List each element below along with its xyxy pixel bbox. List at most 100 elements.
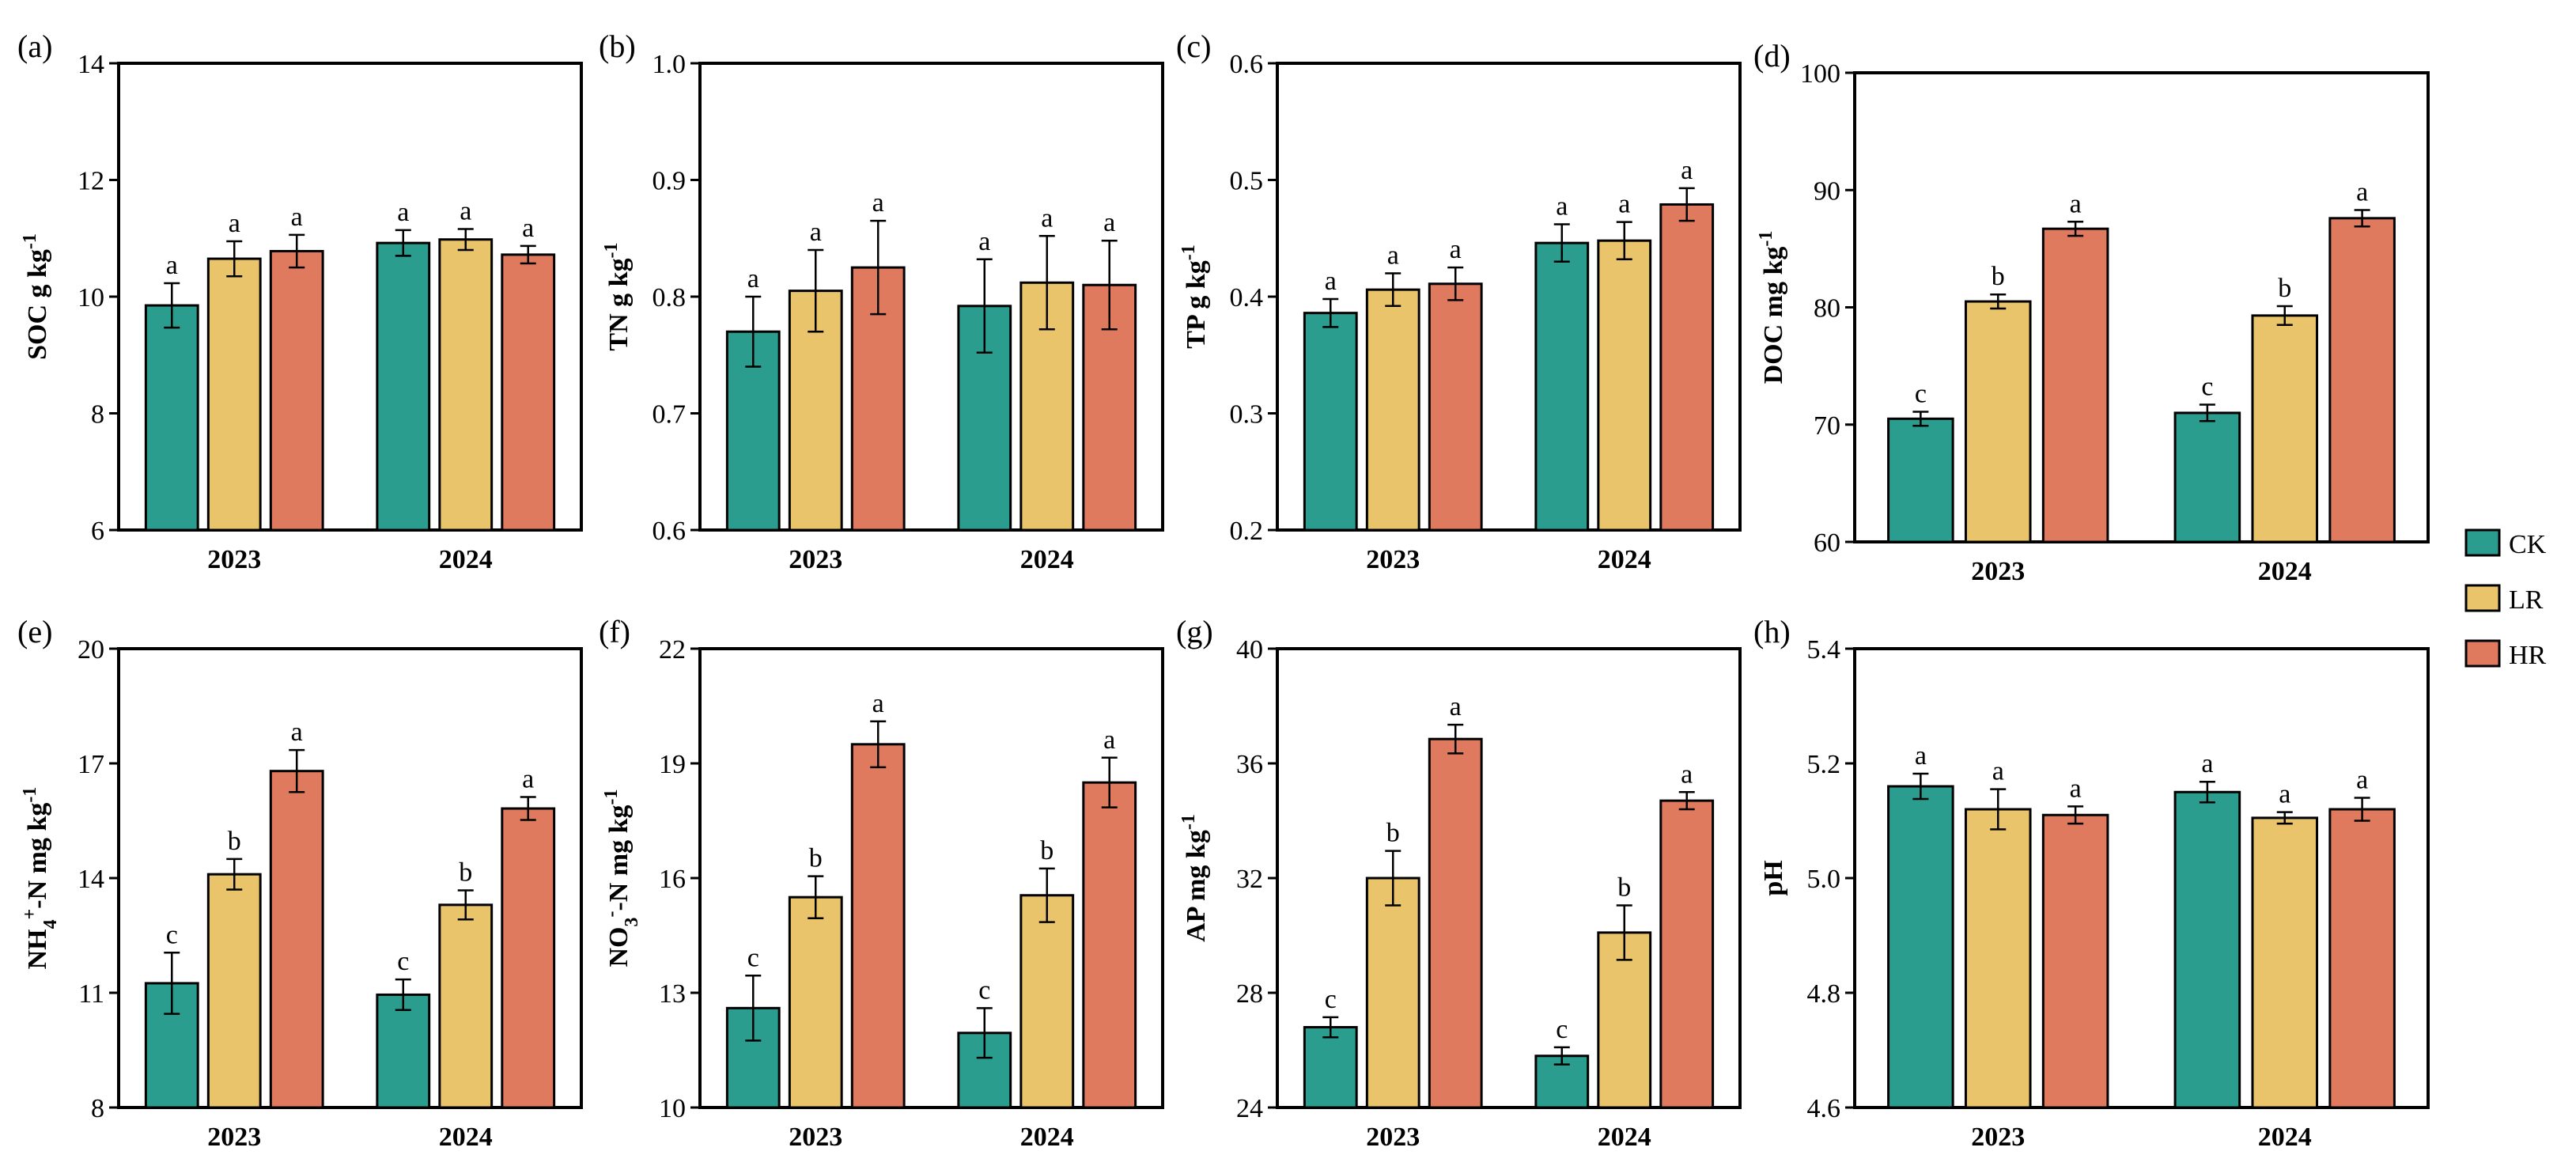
y-tick-label: 4.6 [1807,1094,1841,1123]
y-tick-label: 16 [659,865,686,894]
legend-swatch [2464,528,2501,557]
panel-label: (c) [1176,28,1211,64]
y-tick-label: 14 [78,50,104,79]
legend-label: HR [2509,641,2547,670]
bar-ck-2024 [2173,790,2241,1109]
y-tick-label: 4.8 [1807,979,1841,1009]
legend-item-hr: HR [2464,639,2547,670]
y-axis-label: pH [1759,860,1788,895]
y-tick-label: 14 [78,865,104,894]
bar-ck-2024 [2173,411,2241,543]
y-axis-label: TP g kg-1 [1178,244,1211,348]
significance-letter: c [1556,1015,1568,1044]
y-tick-label: 19 [659,750,686,779]
significance-letter: a [1103,208,1115,237]
bar-hr-2023 [269,770,324,1109]
legend-swatch [2464,639,2501,668]
significance-letter: a [460,196,471,225]
significance-letter: a [2070,774,2082,803]
bar-lr-2023 [1365,288,1420,532]
bar-ck-2024 [1534,241,1590,532]
bar-lr-2024 [1597,931,1652,1109]
bar-hr-2024 [1659,799,1715,1109]
bar-ck-2023 [1887,417,1954,543]
significance-letter: a [1681,759,1693,789]
significance-letter: b [809,844,823,873]
significance-letter: c [397,947,409,976]
panel-label: (g) [1176,614,1213,649]
bar-hr-2023 [2041,813,2109,1109]
significance-letter: a [2070,189,2082,218]
significance-letter: a [229,209,240,238]
y-tick-label: 0.9 [653,167,687,196]
legend-label: CK [2509,530,2547,559]
bar-lr-2024 [438,238,494,532]
y-tick-label: 0.2 [1230,517,1264,546]
bar-ck-2023 [725,330,781,532]
significance-letter: c [2201,373,2213,402]
x-category-label: 2023 [789,1123,842,1152]
significance-letter: b [1040,836,1053,865]
significance-letter: a [291,203,303,232]
y-tick-label: 0.6 [1230,50,1264,79]
x-category-label: 2024 [1020,545,1074,574]
y-tick-label: 17 [78,750,104,779]
significance-letter: a [872,689,884,718]
significance-letter: a [2201,749,2213,778]
significance-letter: a [1387,241,1399,271]
x-category-label: 2024 [1020,1123,1074,1152]
y-tick-label: 0.8 [653,283,687,312]
y-tick-label: 60 [1814,528,1840,558]
significance-letter: a [747,264,759,293]
y-tick-label: 22 [659,635,686,665]
x-category-label: 2024 [1598,545,1651,574]
legend-swatch [2464,584,2501,612]
significance-letter: a [522,214,534,243]
significance-letter: b [1617,873,1631,902]
y-tick-label: 6 [91,517,104,546]
significance-letter: a [1450,692,1462,721]
significance-letter: c [166,920,178,949]
bar-ck-2023 [1887,785,1954,1109]
significance-letter: b [2278,274,2291,303]
significance-letter: a [1103,725,1115,755]
y-tick-label: 32 [1236,865,1263,894]
legend-item-lr: LR [2464,584,2544,615]
y-tick-label: 100 [1800,59,1840,89]
y-tick-label: 0.3 [1230,400,1264,430]
y-tick-label: 90 [1814,176,1840,206]
significance-letter: a [1915,741,1927,771]
y-tick-label: 8 [91,400,104,430]
y-axis-label: NH4+-N mg kg-1 [20,787,61,970]
panel-f: (f) 10 13 16 19 22 NO3--N mg kg-1 c b a 2023 c b a 202… [599,614,1164,1152]
significance-letter: a [166,251,178,280]
bar-lr-2023 [1964,300,2032,543]
y-tick-label: 13 [659,979,686,1009]
y-axis-label: AP mg kg-1 [1178,814,1211,942]
y-tick-label: 10 [659,1094,686,1123]
significance-letter: b [1992,262,2005,291]
significance-letter: a [1041,203,1053,233]
legend-item-ck: CK [2464,528,2547,559]
bar-ck-2024 [376,241,431,532]
bar-hr-2024 [2328,808,2396,1109]
bar-hr-2024 [501,807,556,1109]
panel-h: (h) 4.6 4.8 5.0 5.2 5.4 pH a a a 2023 a a a 2024 [1753,614,2430,1152]
panel-e: (e) 8 11 14 17 20 NH4+-N mg kg-1 c b a 2023 c b a 2024 [17,614,583,1152]
panel-label: (a) [17,28,52,64]
y-tick-label: 0.5 [1230,167,1264,196]
y-tick-label: 0.6 [653,517,687,546]
y-axis-label: DOC mg kg-1 [1756,231,1788,384]
x-category-label: 2023 [1366,545,1420,574]
y-tick-label: 0.7 [653,400,687,430]
bar-ck-2023 [1303,1026,1358,1109]
y-tick-label: 20 [78,635,104,665]
panel-d: (d) 60 70 80 90 100 DOC mg kg-1 c b a 2023 c b a 2024 [1753,38,2430,586]
bar-hr-2024 [2328,217,2396,543]
x-category-label: 2023 [207,1123,261,1152]
significance-letter: a [1618,190,1630,219]
significance-letter: c [1325,985,1337,1014]
significance-letter: a [1450,235,1462,264]
significance-letter: c [1915,379,1927,408]
